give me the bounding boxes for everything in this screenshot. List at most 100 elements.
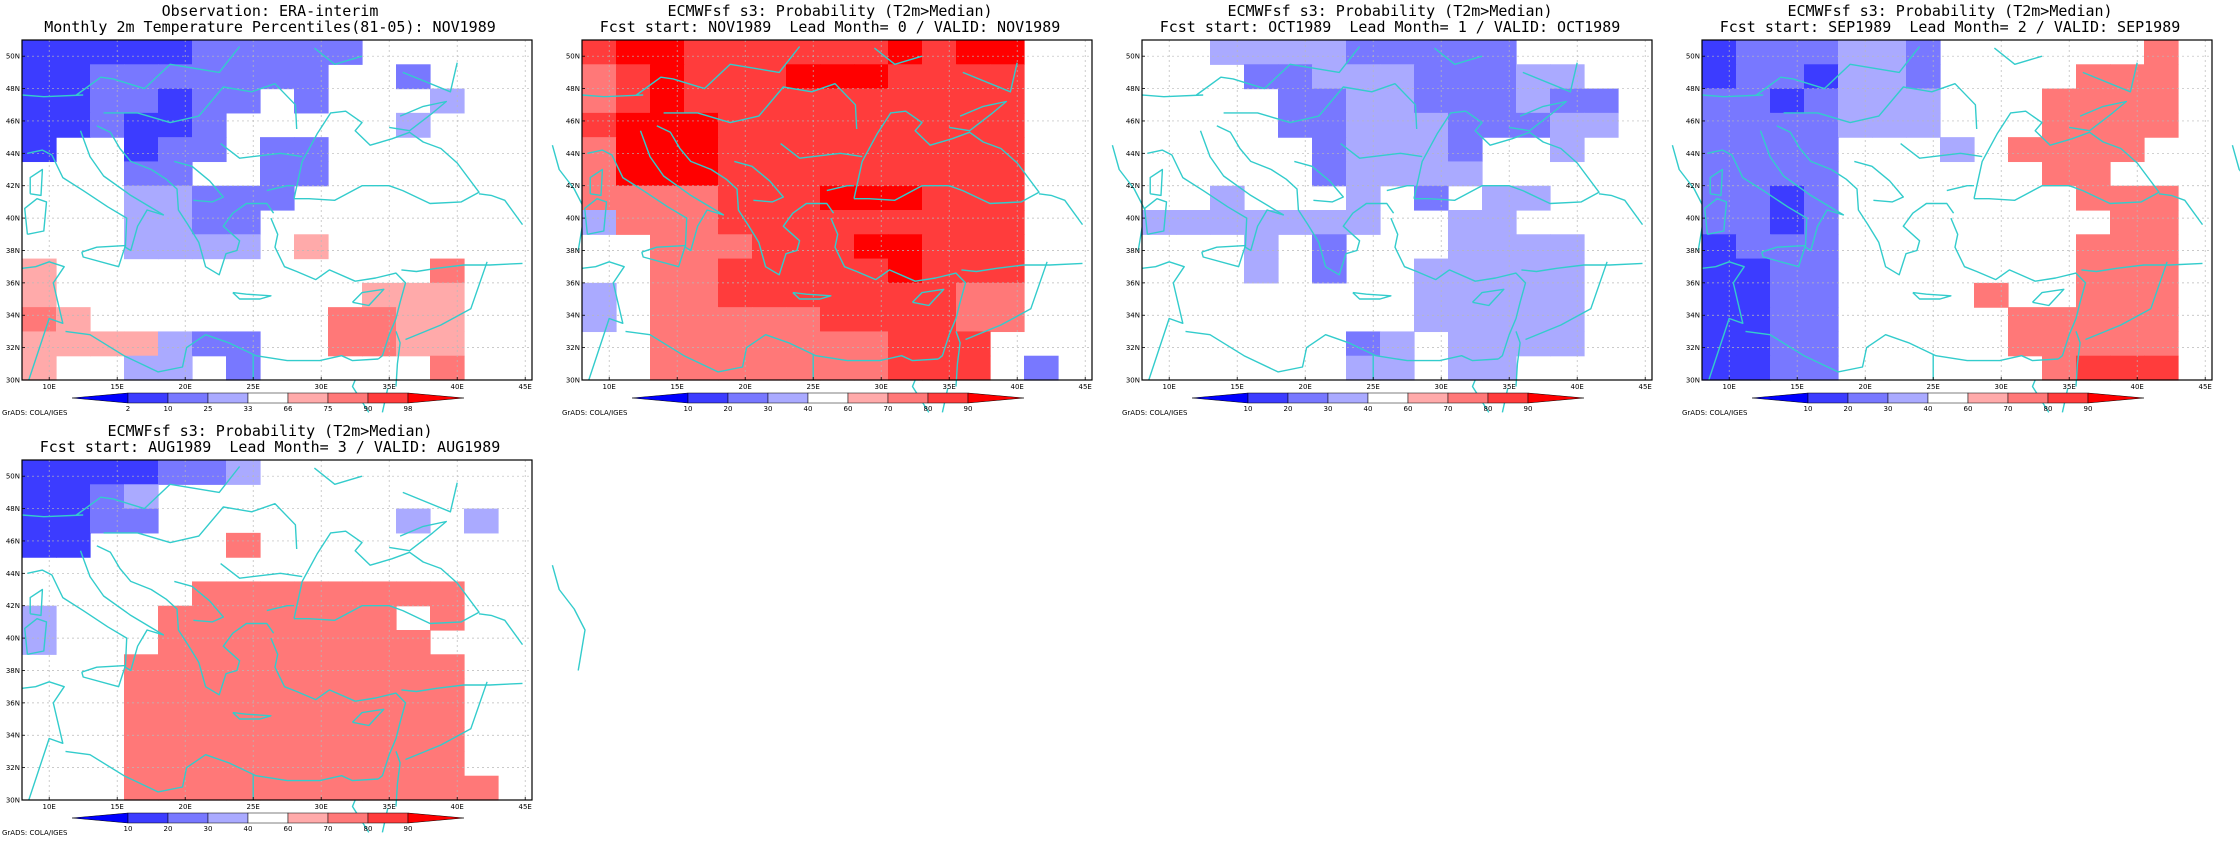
lat-tick-label: 40N — [1126, 215, 1140, 223]
grid-cell — [294, 727, 329, 753]
grid-cell — [1312, 210, 1347, 235]
grid-cell — [582, 282, 617, 308]
grid-cell — [820, 137, 855, 163]
grid-cell — [616, 40, 651, 65]
lat-tick-label: 36N — [6, 279, 20, 287]
lat-tick-label: 40N — [6, 635, 20, 643]
coastline — [103, 83, 298, 130]
grid-cell — [854, 234, 889, 260]
grid-cell — [1736, 185, 1771, 211]
colorbar-label: 90 — [1524, 405, 1533, 413]
lat-tick-label: 48N — [1686, 85, 1700, 93]
coastline — [641, 244, 687, 268]
coastline — [1515, 331, 1521, 387]
lat-tick-label: 34N — [1126, 312, 1140, 320]
lat-tick-label: 42N — [6, 602, 20, 610]
colorbar-segment — [367, 392, 409, 404]
coastline — [27, 130, 165, 252]
grid-cell — [2144, 112, 2179, 138]
map-panel-lead3: ECMWFsf s3: Probability (T2m>Median) Fcs… — [0, 420, 586, 840]
grid-cell — [192, 654, 227, 680]
lon-tick-label: 40E — [451, 803, 464, 811]
grid-cell — [22, 460, 57, 485]
coastline — [1390, 217, 1527, 360]
grid-cell — [430, 355, 465, 381]
grid-cell — [260, 40, 295, 65]
grid-cell — [1702, 161, 1737, 187]
grid-cell — [820, 258, 855, 284]
lat-tick-label: 42N — [1686, 182, 1700, 190]
grid-cell — [294, 654, 329, 680]
grid-cell — [1872, 40, 1907, 65]
grid-cell — [260, 775, 295, 801]
grid-cell — [854, 307, 889, 333]
coastline — [961, 262, 1083, 273]
colorbar-segment — [1751, 392, 1809, 404]
grid-cell — [786, 161, 821, 187]
coastline — [405, 681, 488, 761]
grid-cell — [22, 630, 57, 655]
grid-cell — [922, 234, 957, 260]
grid-cell — [1838, 112, 1873, 138]
coastline — [1701, 94, 1764, 98]
grid-cell — [1974, 282, 2009, 308]
colorbar-label: 70 — [324, 825, 333, 833]
colorbar-segment — [631, 392, 689, 404]
grid-cell — [124, 460, 159, 485]
grid-cell — [192, 137, 227, 163]
coastline — [270, 217, 407, 360]
map-frame — [21, 39, 533, 381]
coastline — [1111, 145, 1146, 251]
grid-cell — [1516, 234, 1551, 260]
grid-cell — [158, 460, 193, 485]
grid-cell — [1702, 64, 1737, 90]
grid-cell — [786, 185, 821, 211]
colorbar-segment — [207, 812, 249, 824]
grid-cell — [1550, 331, 1585, 357]
grid-cell — [1024, 355, 1059, 381]
grid-cell — [1210, 40, 1245, 65]
colorbar-label: 33 — [244, 405, 253, 413]
cell-layer — [1142, 40, 1619, 381]
grid-cell — [582, 112, 617, 138]
colorbar-label: 20 — [724, 405, 733, 413]
lon-tick-label: 30E — [315, 803, 328, 811]
coastline — [220, 143, 303, 159]
grid-cell — [192, 88, 227, 114]
grid-cell — [464, 508, 499, 534]
coastline — [389, 520, 447, 552]
grads-credit: GrADS: COLA/IGES — [562, 409, 628, 417]
grid-cell — [396, 727, 431, 753]
grid-cell — [650, 40, 685, 65]
grid-cell — [1516, 307, 1551, 333]
grid-cell — [1380, 137, 1415, 163]
grid-cell — [226, 355, 261, 381]
graticule — [22, 40, 532, 381]
colorbar-label: 75 — [324, 405, 333, 413]
panel-title: ECMWFsf s3: Probability (T2m>Median) — [667, 2, 993, 20]
grid-cell — [820, 331, 855, 357]
grid-cell — [2042, 112, 2077, 138]
grid-cell — [124, 355, 159, 381]
grid-cell — [1702, 234, 1737, 260]
lat-tick-label: 44N — [1686, 150, 1700, 158]
grid-cell — [396, 112, 431, 138]
coastline — [270, 637, 407, 780]
coastline — [29, 168, 44, 197]
grid-cell — [1380, 331, 1415, 357]
grid-cell — [820, 88, 855, 114]
grid-cell — [1906, 112, 1941, 138]
lat-tick-label: 50N — [6, 473, 20, 481]
grid-cell — [294, 702, 329, 728]
grid-cell — [1804, 185, 1839, 211]
coastline — [21, 261, 65, 381]
colorbar-segment — [967, 392, 1025, 404]
lat-tick-label: 46N — [6, 537, 20, 545]
grid-cell — [956, 112, 991, 138]
grid-cell — [396, 307, 431, 333]
grid-cell — [22, 508, 57, 534]
lat-tick-label: 32N — [566, 344, 580, 352]
panel-title: ECMWFsf s3: Probability (T2m>Median) — [1227, 2, 1553, 20]
grid-cell — [786, 210, 821, 235]
grid-cell — [260, 630, 295, 655]
